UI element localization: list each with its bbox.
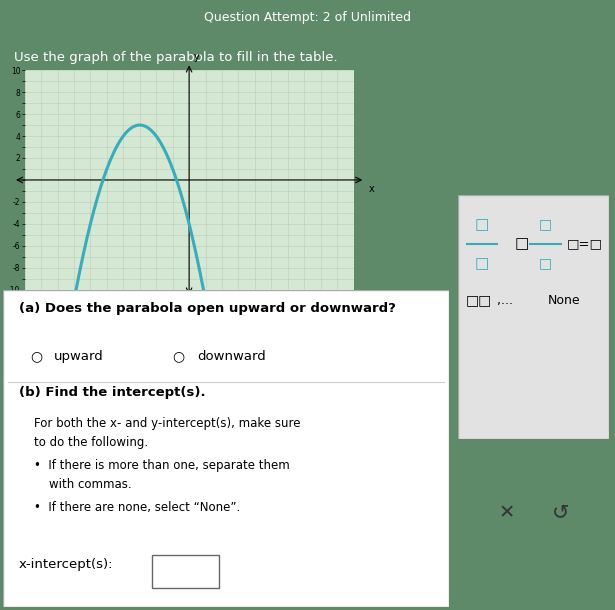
Text: (a) Does the parabola open upward or downward?: (a) Does the parabola open upward or dow…	[18, 303, 395, 315]
Text: □: □	[514, 237, 529, 251]
Text: □: □	[539, 257, 552, 270]
Text: □: □	[539, 218, 552, 231]
Text: None: None	[547, 293, 580, 307]
Text: ○: ○	[172, 350, 184, 364]
Text: ,...: ,...	[498, 293, 514, 307]
Text: to do the following.: to do the following.	[34, 436, 148, 449]
Text: with commas.: with commas.	[34, 478, 132, 492]
Text: ✕: ✕	[498, 503, 515, 522]
Text: x-intercept(s):: x-intercept(s):	[18, 558, 113, 571]
Text: ↺: ↺	[552, 503, 569, 522]
FancyBboxPatch shape	[3, 290, 449, 607]
Text: y: y	[194, 52, 200, 62]
Text: □=□: □=□	[567, 237, 603, 251]
FancyBboxPatch shape	[153, 554, 220, 588]
Text: (b) Find the intercept(s).: (b) Find the intercept(s).	[18, 387, 205, 400]
Text: x: x	[368, 184, 374, 194]
Text: upward: upward	[54, 350, 104, 363]
Text: Question Attempt: 2 of Unlimited: Question Attempt: 2 of Unlimited	[204, 12, 411, 24]
Text: □: □	[475, 217, 490, 232]
Text: •  If there are none, select “None”.: • If there are none, select “None”.	[34, 501, 240, 514]
Text: □: □	[475, 256, 490, 271]
Text: □□: □□	[466, 293, 493, 307]
Text: For both the x- and y-intercept(s), make sure: For both the x- and y-intercept(s), make…	[34, 417, 301, 429]
Text: downward: downward	[197, 350, 266, 363]
FancyBboxPatch shape	[458, 195, 609, 439]
Text: •  If there is more than one, separate them: • If there is more than one, separate th…	[34, 459, 290, 473]
Text: Use the graph of the parabola to fill in the table.: Use the graph of the parabola to fill in…	[14, 51, 338, 65]
Text: ○: ○	[30, 350, 42, 364]
